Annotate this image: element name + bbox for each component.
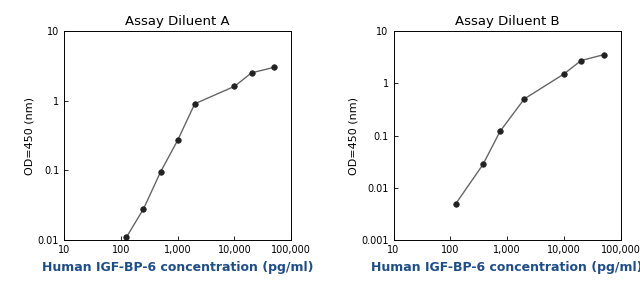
Title: Assay Diluent B: Assay Diluent B [455, 15, 559, 28]
X-axis label: Human IGF-BP-6 concentration (pg/ml): Human IGF-BP-6 concentration (pg/ml) [371, 261, 640, 274]
Y-axis label: OD=450 (nm): OD=450 (nm) [348, 96, 358, 175]
X-axis label: Human IGF-BP-6 concentration (pg/ml): Human IGF-BP-6 concentration (pg/ml) [42, 261, 314, 274]
Y-axis label: OD=450 (nm): OD=450 (nm) [25, 96, 35, 175]
Title: Assay Diluent A: Assay Diluent A [125, 15, 230, 28]
